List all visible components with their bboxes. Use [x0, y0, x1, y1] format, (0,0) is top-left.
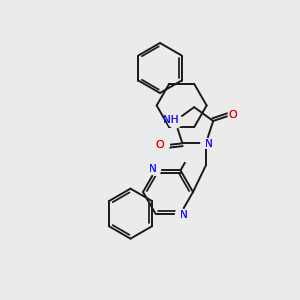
Circle shape — [159, 140, 170, 150]
Circle shape — [182, 147, 197, 163]
Text: NH: NH — [164, 115, 179, 125]
Text: N: N — [180, 210, 188, 220]
Circle shape — [176, 209, 185, 219]
Text: N: N — [148, 164, 156, 174]
Text: N: N — [205, 139, 213, 149]
Text: NH: NH — [164, 115, 179, 125]
Text: O: O — [155, 140, 164, 150]
Text: N: N — [148, 164, 156, 174]
Circle shape — [201, 138, 211, 148]
Text: O: O — [229, 110, 238, 120]
Circle shape — [228, 110, 238, 120]
Text: N: N — [205, 139, 213, 149]
Text: N: N — [180, 210, 188, 220]
Circle shape — [168, 114, 182, 128]
Text: O: O — [229, 110, 238, 120]
Text: O: O — [155, 140, 164, 150]
Circle shape — [151, 165, 160, 175]
